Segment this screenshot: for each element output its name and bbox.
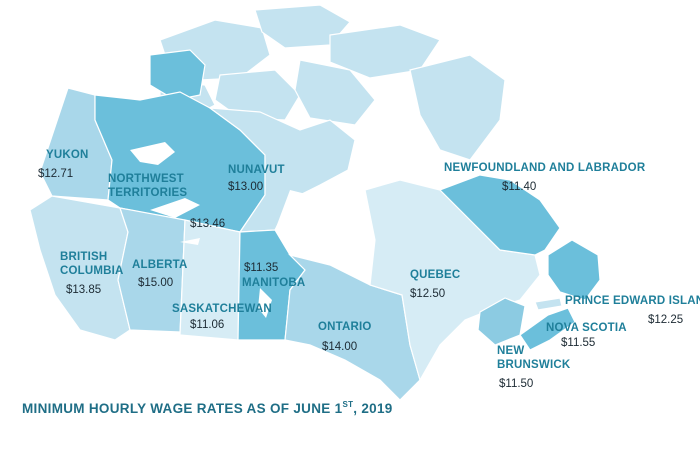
region-nunavut-arctic-island-4[interactable]: [409, 54, 506, 161]
label-nb-line2: BRUNSWICK: [497, 359, 571, 371]
wage-ontario: $14.00: [322, 341, 358, 353]
label-nunavut: NUNAVUT: [228, 164, 285, 176]
lake-winnipeg: [258, 288, 272, 318]
region-prince-edward-island[interactable]: [534, 297, 563, 311]
label-nwt-line2: TERRITORIES: [108, 187, 188, 199]
wage-quebec: $12.50: [410, 288, 446, 300]
wage-newfoundland-labrador: $11.40: [502, 181, 537, 193]
wage-new-brunswick: $11.50: [499, 378, 534, 390]
label-nwt-line1: NORTHWEST: [108, 173, 184, 185]
wage-bc: $13.85: [66, 284, 102, 296]
label-alberta: ALBERTA: [132, 259, 188, 271]
map-title: MINIMUM HOURLY WAGE RATES AS OF JUNE 1ST…: [22, 400, 393, 416]
region-nunavut-arctic-island-6[interactable]: [294, 59, 376, 126]
region-newfoundland[interactable]: [547, 239, 601, 301]
wage-saskatchewan: $11.06: [190, 319, 225, 331]
wage-manitoba: $11.35: [244, 262, 279, 274]
label-newfoundland-labrador: NEWFOUNDLAND AND LABRADOR: [444, 162, 646, 174]
title-prefix: MINIMUM HOURLY WAGE RATES AS OF JUNE 1: [22, 401, 343, 416]
label-ontario: ONTARIO: [318, 321, 372, 333]
wage-pei: $12.25: [648, 314, 684, 326]
label-bc-line1: BRITISH: [60, 251, 108, 263]
wage-alberta: $15.00: [138, 277, 174, 289]
region-nova-scotia[interactable]: [519, 307, 576, 351]
title-suffix: , 2019: [353, 401, 393, 416]
region-labrador[interactable]: [438, 174, 561, 256]
wage-nova-scotia: $11.55: [561, 337, 596, 349]
region-nwt-island[interactable]: [149, 49, 206, 101]
lake-great-bear: [130, 142, 175, 165]
region-nunavut[interactable]: [207, 107, 356, 233]
label-quebec: QUEBEC: [410, 269, 461, 281]
title-superscript: ST: [342, 400, 354, 409]
label-nova-scotia: NOVA SCOTIA: [546, 322, 627, 334]
label-yukon: YUKON: [46, 149, 89, 161]
wage-nunavut: $13.00: [228, 181, 264, 193]
label-saskatchewan: SASKATCHEWAN: [172, 303, 272, 315]
label-nb-line1: NEW: [497, 345, 525, 357]
lake-athabasca: [180, 238, 200, 245]
label-manitoba: MANITOBA: [242, 277, 306, 289]
wage-nwt: $13.46: [190, 218, 226, 230]
label-bc-line2: COLUMBIA: [60, 265, 124, 277]
lake-great-slave: [150, 198, 200, 218]
wage-yukon: $12.71: [38, 168, 74, 180]
region-nunavut-arctic-island-5[interactable]: [214, 69, 301, 121]
label-pei: PRINCE EDWARD ISLAND: [565, 295, 700, 307]
hudson-bay: [275, 190, 375, 285]
